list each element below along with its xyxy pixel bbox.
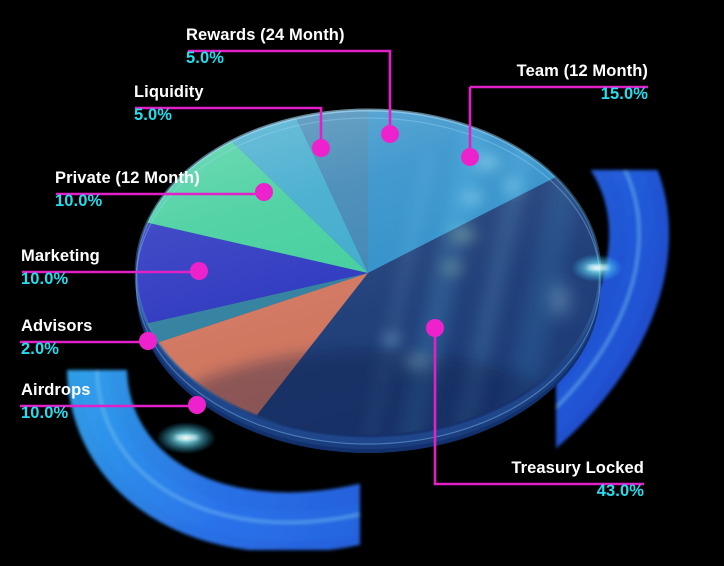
callout-private-label: Private (12 Month)	[55, 169, 200, 187]
callout-team-percent: 15.0%	[600, 85, 648, 103]
marker-dot-marketing[interactable]	[190, 262, 208, 280]
callout-airdrops[interactable]: Airdrops 10.0%	[21, 381, 91, 423]
callout-airdrops-label: Airdrops	[21, 381, 91, 399]
callout-rewards[interactable]: Rewards (24 Month) 5.0%	[186, 26, 345, 68]
callout-liquidity-percent: 5.0%	[134, 106, 173, 124]
callout-marketing-percent: 10.0%	[21, 270, 69, 288]
decorative-orbit-ring-front	[66, 370, 360, 550]
callout-liquidity-label: Liquidity	[134, 83, 204, 101]
callout-rewards-percent: 5.0%	[186, 49, 225, 67]
marker-dot-team[interactable]	[461, 148, 479, 166]
leader-line-rewards	[188, 49, 392, 128]
marker-dot-rewards[interactable]	[381, 125, 399, 143]
callout-advisors-percent: 2.0%	[21, 340, 60, 358]
callout-marketing-label: Marketing	[21, 247, 100, 265]
leader-line-liquidity	[135, 106, 323, 143]
callout-liquidity[interactable]: Liquidity 5.0%	[134, 83, 204, 125]
callout-leader-lines	[20, 49, 648, 486]
leader-line-treasury	[433, 329, 644, 486]
callout-treasury-label: Treasury Locked	[511, 459, 644, 477]
callout-marketing[interactable]: Marketing 10.0%	[21, 247, 100, 289]
marker-dot-airdrops[interactable]	[188, 396, 206, 414]
marker-dot-advisors[interactable]	[139, 332, 157, 350]
callout-private-percent: 10.0%	[55, 192, 103, 210]
callout-markers	[139, 125, 479, 414]
marker-dot-treasury[interactable]	[426, 319, 444, 337]
callout-team[interactable]: Team (12 Month) 15.0%	[448, 62, 648, 104]
callout-rewards-label: Rewards (24 Month)	[186, 26, 345, 44]
callout-airdrops-percent: 10.0%	[21, 404, 69, 422]
callout-team-label: Team (12 Month)	[516, 62, 648, 80]
ring-sparkle-icons	[156, 254, 623, 454]
callout-private[interactable]: Private (12 Month) 10.0%	[55, 169, 200, 211]
callout-treasury[interactable]: Treasury Locked 43.0%	[444, 459, 644, 501]
marker-dot-liquidity[interactable]	[312, 139, 330, 157]
marker-dot-private[interactable]	[255, 183, 273, 201]
callout-advisors-label: Advisors	[21, 317, 93, 335]
callout-advisors[interactable]: Advisors 2.0%	[21, 317, 92, 359]
callout-treasury-percent: 43.0%	[596, 482, 644, 500]
